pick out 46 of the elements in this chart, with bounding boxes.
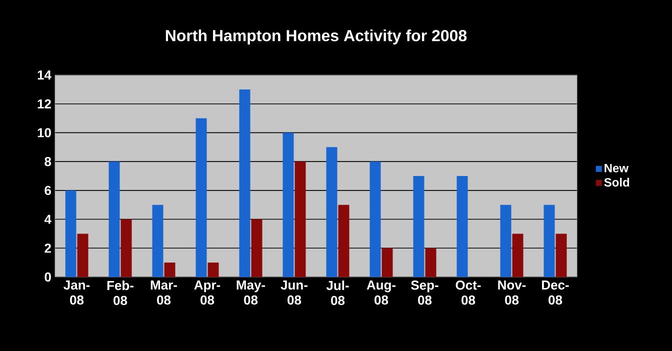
bar (338, 204, 350, 277)
x-tick-label: Mar-08 (150, 280, 177, 305)
bar (152, 204, 164, 277)
x-tick-label: Jun-08 (280, 280, 308, 305)
x-tick-label: May-08 (236, 280, 266, 305)
x-tick-label: Sep-08 (411, 280, 438, 305)
bar (456, 176, 468, 277)
bar (164, 262, 176, 277)
x-tick-label: Nov-08 (498, 280, 526, 305)
x-tick-label: Oct-08 (456, 280, 481, 305)
bar (120, 219, 132, 277)
y-tick-label: 14 (38, 70, 52, 80)
bar (382, 248, 393, 277)
x-tick-label: Dec-08 (542, 280, 569, 305)
bar (556, 234, 567, 277)
bar (251, 219, 262, 277)
x-tick-label: Aug-08 (366, 280, 396, 305)
bar (239, 89, 250, 277)
bar (370, 162, 381, 277)
bar (425, 248, 436, 277)
bar (208, 262, 219, 277)
y-tick-label: 4 (44, 214, 52, 224)
chart-title: North Hampton Homes Activity for 2008 (166, 30, 467, 44)
bar (77, 234, 88, 277)
x-tick-label: Jul-08 (326, 280, 349, 306)
x-tick-label: Feb-08 (107, 280, 134, 306)
bar (512, 234, 524, 277)
bar (326, 147, 338, 277)
bar (108, 162, 120, 277)
bar (294, 162, 306, 277)
y-tick-label: 10 (38, 128, 51, 138)
legend-label: New (604, 164, 629, 172)
y-tick-label: 0 (44, 272, 51, 282)
bar (196, 118, 207, 277)
bar (65, 190, 76, 277)
bar (282, 132, 294, 277)
y-tick-label: 6 (44, 186, 51, 196)
y-tick-label: 2 (44, 244, 51, 253)
bar (413, 176, 424, 277)
y-tick-label: 12 (38, 99, 51, 108)
bar (544, 204, 555, 277)
bar (500, 204, 512, 277)
x-tick-label: Jan-08 (64, 280, 90, 305)
legend-label: Sold (604, 178, 630, 187)
y-tick-label: 8 (44, 156, 52, 166)
x-tick-label: Apr-08 (194, 280, 220, 305)
